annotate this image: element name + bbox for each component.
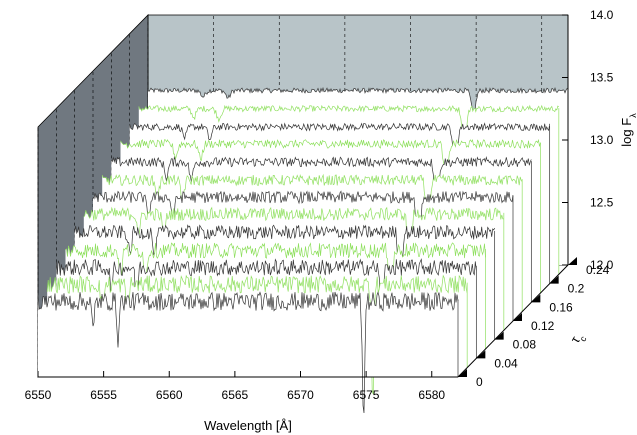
series-mask: [38, 292, 458, 413]
tau-tick-label: 0.08: [513, 338, 537, 352]
tau-tick-label: 0.16: [549, 300, 573, 314]
series-line: [101, 173, 523, 247]
z-axis-title-main: log F: [619, 118, 634, 147]
z-axis-ticks: 12.0 12.5 13.0 13.5 14.0: [562, 8, 614, 272]
tau-tick-mark: [458, 369, 467, 377]
tau-tick-label: 0.04: [494, 356, 518, 370]
series-line: [92, 190, 514, 272]
tau-tick-mark: [568, 257, 577, 265]
tau-tick-label: 0.2: [568, 282, 585, 296]
z-tick-label: 12.5: [590, 196, 614, 210]
series-line: [37, 291, 459, 414]
y-axis-title-sub: c: [578, 334, 589, 343]
tau-tick-label: 0.24: [586, 263, 610, 277]
x-tick-label: 6550: [25, 388, 52, 402]
x-axis-title: Wavelength [Å]: [204, 418, 292, 433]
x-tick-label: 6575: [353, 388, 380, 402]
x-tick-label: 6560: [156, 388, 183, 402]
tau-tick-mark: [513, 313, 522, 321]
z-tick-label: 13.5: [590, 71, 614, 85]
z-axis-title: log Fλ: [619, 113, 637, 147]
series-line: [74, 224, 496, 322]
x-tick-label: 6570: [287, 388, 314, 402]
z-axis-title-sub: λ: [628, 113, 637, 118]
y-axis-title: τc: [567, 329, 589, 347]
z-tick-label: 12.0: [590, 258, 614, 272]
y-axis-ticks: 0 0.04 0.08 0.12 0.16 0.20.24: [458, 257, 610, 389]
tau-tick-mark: [549, 275, 559, 284]
series-line: [65, 242, 486, 343]
tau-tick-label: 0.12: [531, 319, 555, 333]
series-group: [37, 86, 569, 414]
x-axis-ticks: 6550 6555 6560 6565 6570 6575 6580: [25, 371, 445, 402]
series-line: [110, 156, 532, 220]
series-line: [129, 122, 551, 165]
series-line: [55, 258, 477, 365]
x-tick-label: 6555: [90, 388, 117, 402]
z-tick-label: 13.0: [590, 133, 614, 147]
series-line: [120, 138, 541, 191]
series-line: [83, 206, 504, 291]
x-tick-label: 6565: [222, 388, 249, 402]
tau-tick-mark: [531, 294, 541, 303]
series-line: [46, 274, 468, 395]
series-line: [138, 104, 560, 144]
tau-tick-mark: [476, 350, 486, 359]
tau-tick-label: 0: [476, 375, 483, 389]
tau-tick-mark: [494, 331, 504, 340]
series-line: [147, 86, 569, 114]
x-tick-label: 6580: [418, 388, 445, 402]
z-tick-label: 14.0: [590, 8, 614, 22]
